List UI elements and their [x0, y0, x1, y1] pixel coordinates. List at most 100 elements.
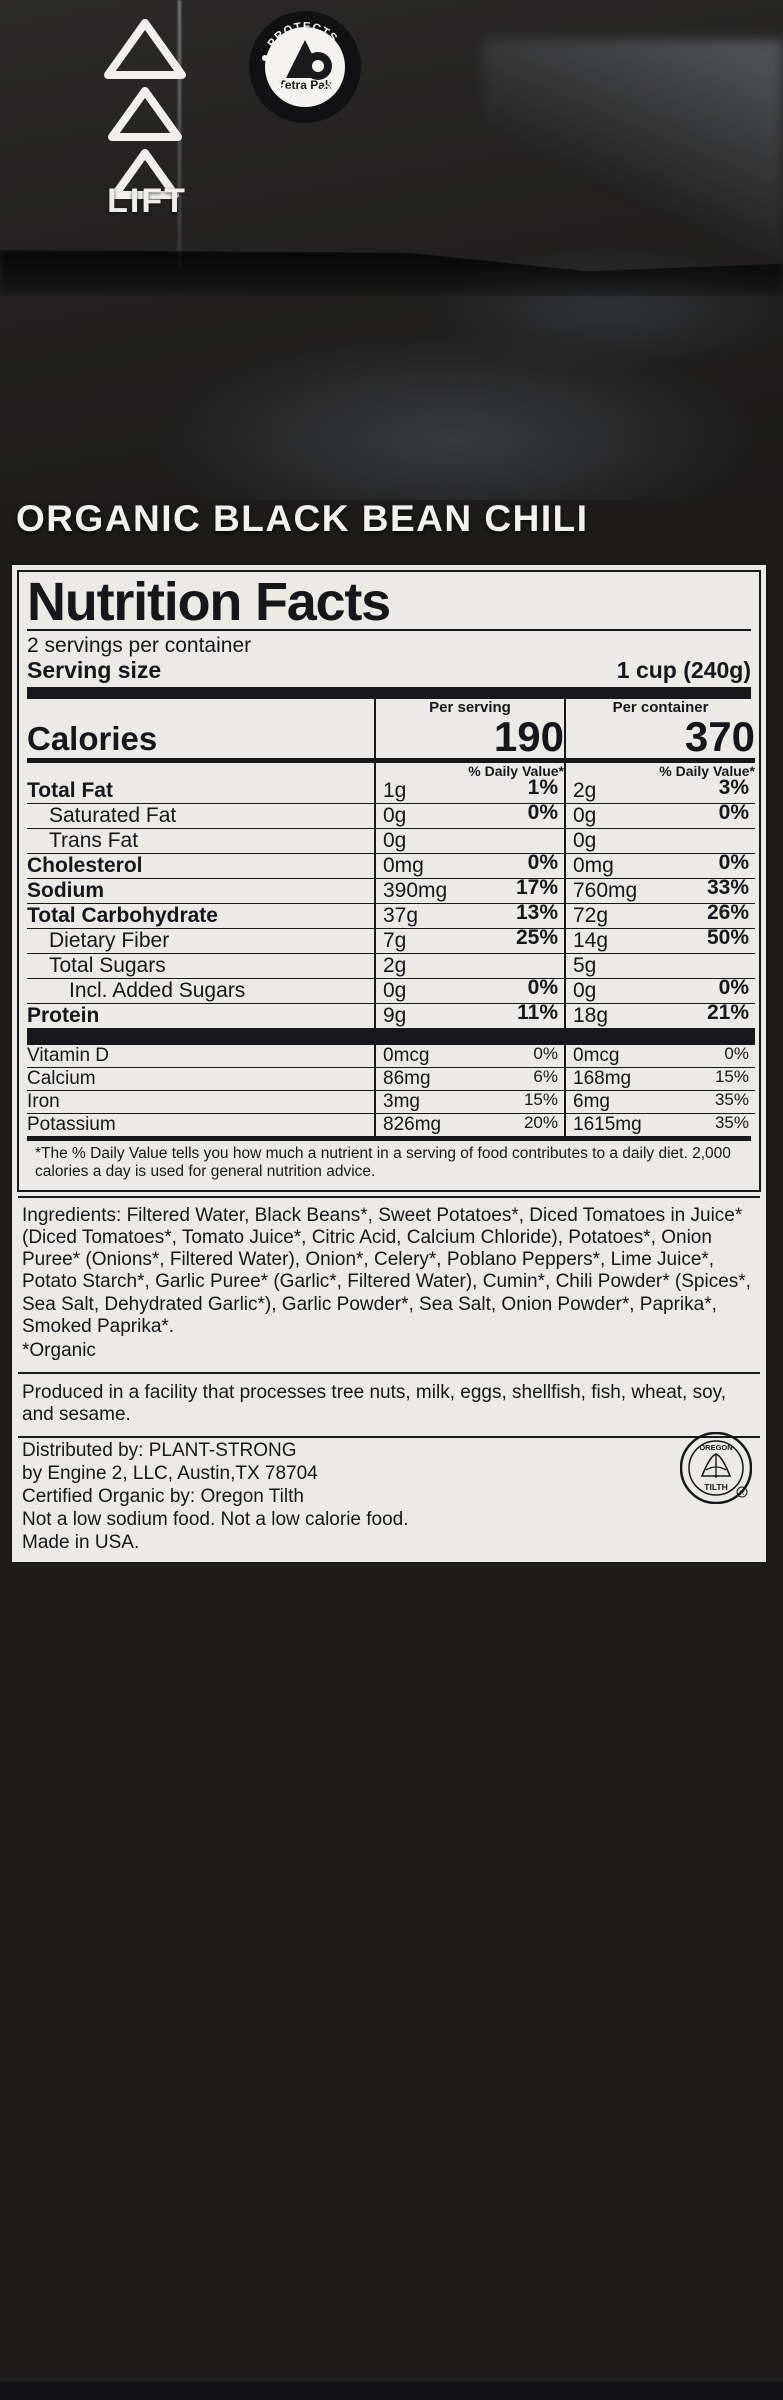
column-header-row: Per serving Per container — [27, 699, 755, 717]
nutrient-amount: 1615mg — [573, 1114, 642, 1136]
nutrient-value-cell: 6mg 35% — [564, 1090, 755, 1114]
nutrient-value-cell: 2g — [374, 953, 565, 979]
nutrient-daily-value: 1% — [527, 776, 558, 800]
nutrient-name: Total Sugars — [49, 954, 166, 978]
row-divider — [27, 1003, 755, 1005]
nutrient-daily-value: 0% — [527, 801, 558, 825]
table-row: Incl. Added Sugars 0g 0% 0g 0% — [27, 976, 755, 1004]
nutrient-daily-value: 15% — [523, 1090, 558, 1110]
nutrient-value-cell: 86mg 6% — [374, 1067, 565, 1091]
nutrient-name: Saturated Fat — [49, 804, 177, 828]
nutrient-daily-value: 0% — [724, 1044, 749, 1064]
nutrient-value-cell: 5g — [564, 953, 755, 979]
nutrient-daily-value: 20% — [523, 1113, 558, 1133]
triangle-up-icon — [111, 149, 179, 199]
servings-per-container: 2 servings per container — [27, 633, 252, 657]
dv-header-per-serving: % Daily Value* — [374, 760, 565, 780]
carton-top-photo: LIFT Tetra Pak PROTECTS WHAT'S GOOD — [0, 0, 783, 500]
table-row: Iron 3mg 15% 6mg 35% — [27, 1090, 755, 1114]
nutrient-daily-value: 35% — [714, 1090, 749, 1110]
nutrient-value-cell: 0g 0% — [374, 976, 565, 1004]
row-divider — [27, 928, 755, 930]
nutrient-name: Iron — [27, 1091, 60, 1113]
row-divider — [27, 1113, 755, 1115]
nutrient-name: Total Carbohydrate — [27, 904, 218, 928]
nutrient-amount: 0g — [573, 979, 597, 1003]
nutrient-amount: 37g — [383, 904, 419, 928]
row-divider — [27, 978, 755, 980]
nutrient-value-cell: 0g 0% — [564, 801, 755, 829]
row-divider — [27, 1090, 755, 1092]
nutrient-amount: 86mg — [383, 1068, 431, 1090]
allergen-statement: Produced in a facility that processes tr… — [22, 1382, 727, 1426]
nutrient-value-cell: 0g 0% — [564, 976, 755, 1004]
nutrient-amount: 390mg — [383, 879, 448, 903]
nutrient-daily-value: 33% — [706, 876, 749, 900]
nutrient-daily-value: 0% — [718, 851, 749, 875]
nutrient-daily-value: 0% — [527, 851, 558, 875]
nutrient-name: Sodium — [27, 879, 104, 903]
nutrient-value-cell: 14g 50% — [564, 926, 755, 954]
nutrient-value-cell: 390mg 17% — [374, 876, 565, 904]
table-row: Sodium 390mg 17% 760mg 33% — [27, 876, 755, 904]
table-row: Potassium 826mg 20% 1615mg 35% — [27, 1113, 755, 1137]
nutrient-daily-value: 13% — [515, 901, 558, 925]
nutrient-value-cell: 0g 0% — [374, 801, 565, 829]
nutrient-value-cell: 0mcg 0% — [564, 1036, 755, 1068]
nutrient-value-cell: 0g — [564, 828, 755, 854]
allergen-divider — [18, 1372, 760, 1375]
nutrient-daily-value: 3% — [718, 776, 749, 800]
nutrient-value-cell: 826mg 20% — [374, 1113, 565, 1137]
nutrient-value-cell: 0mg 0% — [374, 851, 565, 879]
nutrient-value-cell: 37g 13% — [374, 901, 565, 929]
company-tail-block: Certified Organic by: Oregon Tilth Not a… — [12, 1486, 766, 1562]
nutrient-name: Total Fat — [27, 779, 113, 803]
carton-bottom-edge — [0, 2382, 783, 2400]
nutrient-name: Calcium — [27, 1068, 96, 1090]
distributor-block: OREGON TILTH R Distributed by: PLANT-STR… — [12, 1432, 766, 1505]
certified-organic-line: Certified Organic by: Oregon Tilth — [22, 1486, 304, 1508]
distributor-line-1: Distributed by: PLANT-STRONG — [22, 1440, 297, 1462]
row-divider — [27, 853, 755, 855]
nutrient-value-cell: 3mg 15% — [374, 1090, 565, 1114]
svg-text:OREGON: OREGON — [699, 1443, 732, 1452]
nutrient-daily-value: 6% — [533, 1067, 558, 1087]
table-row: Total Sugars 2g 5g — [27, 953, 755, 979]
distributor-line-2: by Engine 2, LLC, Austin,TX 78704 — [22, 1463, 318, 1485]
nutrient-amount: 9g — [383, 1004, 407, 1028]
nutrient-amount: 760mg — [573, 879, 638, 903]
nutrient-name: Incl. Added Sugars — [69, 979, 246, 1003]
row-divider — [27, 878, 755, 880]
nutrient-value-cell: 18g 21% — [564, 1001, 755, 1029]
nutrient-amount: 0g — [573, 829, 597, 853]
table-row: Cholesterol 0mg 0% 0mg 0% — [27, 851, 755, 879]
row-divider — [27, 903, 755, 905]
nutrient-daily-value: 15% — [714, 1067, 749, 1087]
nutrient-value-cell: 0mcg 0% — [374, 1036, 565, 1068]
nutrient-amount: 0g — [383, 829, 407, 853]
panel-divider — [18, 1195, 760, 1198]
nutrient-daily-value: 0% — [533, 1044, 558, 1064]
vitamin-rows: Vitamin D 0mcg 0% 0mcg 0% Calcium 86mg 6% 168mg 1… — [27, 1036, 755, 1137]
lift-arrows-group — [100, 18, 190, 206]
nutrient-daily-value: 0% — [527, 976, 558, 1000]
nutrient-amount: 2g — [383, 954, 407, 978]
nutrient-amount: 72g — [573, 904, 609, 928]
nutrient-value-cell: 72g 26% — [564, 901, 755, 929]
nutrient-name: Protein — [27, 1004, 100, 1028]
nutrient-amount: 6mg — [573, 1091, 610, 1113]
dv-header-row: % Daily Value* % Daily Value* — [27, 760, 755, 780]
nutrient-value-cell: 0g — [374, 828, 565, 854]
nutrient-daily-value: 0% — [718, 976, 749, 1000]
table-row: Total Fat 1g 1% 2g 3% — [27, 776, 755, 804]
nutrient-value-cell: 1g 1% — [374, 776, 565, 804]
nutrition-facts-title: Nutrition Facts — [27, 572, 391, 632]
nutrient-value-cell: 9g 11% — [374, 1001, 565, 1029]
table-row: Trans Fat 0g 0g — [27, 828, 755, 854]
nutrient-amount: 168mg — [573, 1068, 632, 1090]
oregon-tilth-seal-icon: OREGON TILTH R — [679, 1432, 753, 1505]
nutrient-value-cell: 168mg 15% — [564, 1067, 755, 1091]
nutrient-daily-value: 11% — [517, 1001, 558, 1025]
nutrient-amount: 3mg — [383, 1091, 420, 1113]
